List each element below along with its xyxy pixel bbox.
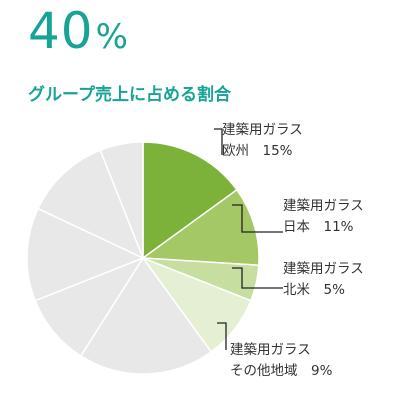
slice-label-europe-line1: 建築用ガラス <box>222 122 303 138</box>
slice-label-other-regions: 建築用ガラス その他地域 9% <box>230 340 332 382</box>
slice-label-north-america-line1: 建築用ガラス <box>283 261 364 277</box>
pie-slice-5 <box>34 256 145 357</box>
chart-subtitle: グループ売上に占める割合 <box>28 85 231 105</box>
slice-label-other-regions-line2: その他地域 9% <box>230 363 333 379</box>
slice-label-europe-line2: 欧州 15% <box>222 143 293 159</box>
pie-slice-4 <box>79 256 213 375</box>
pie-slice-6 <box>26 207 145 302</box>
pie-slice-8 <box>99 141 144 259</box>
headline-unit: % <box>95 17 128 57</box>
slice-label-europe: 建築用ガラス 欧州 15% <box>222 120 303 162</box>
leader-line-europe <box>214 128 223 155</box>
slice-label-japan-line1: 建築用ガラス <box>283 198 364 214</box>
slice-label-north-america: 建築用ガラス 北米 5% <box>283 259 364 301</box>
pie-slice-0 <box>142 141 238 260</box>
leader-line-japan <box>232 204 283 233</box>
leader-line-north-america <box>232 267 283 289</box>
headline-value: 40 <box>28 2 94 60</box>
slice-label-other-regions-line1: 建築用ガラス <box>230 342 311 358</box>
headline-percent: 40% <box>28 6 128 56</box>
pie-slice-7 <box>37 149 145 260</box>
leader-line-other-regions <box>217 322 227 350</box>
pie-slice-1 <box>140 188 260 267</box>
slice-label-north-america-line2: 北米 5% <box>283 282 345 298</box>
slice-label-japan-line2: 日本 11% <box>283 219 354 235</box>
slice-label-japan: 建築用ガラス 日本 11% <box>283 196 364 238</box>
